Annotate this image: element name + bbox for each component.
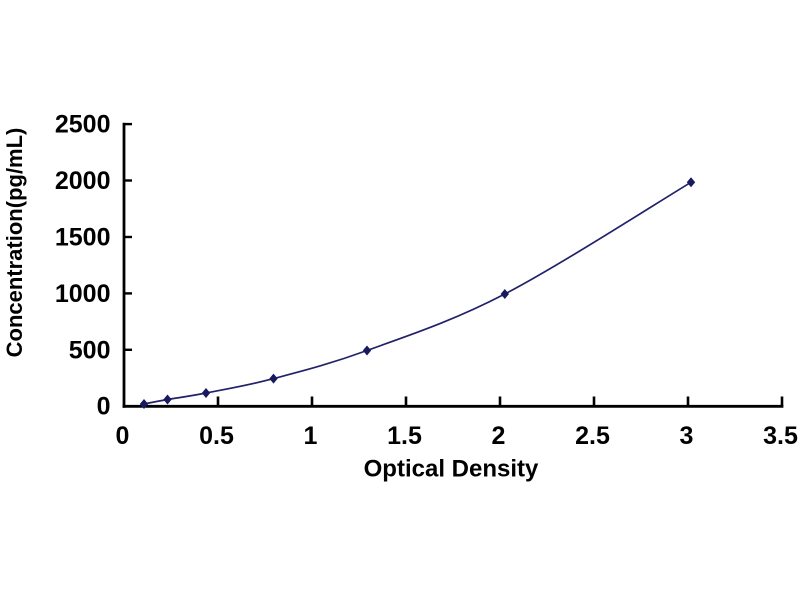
svg-text:2000: 2000 <box>55 167 111 195</box>
svg-text:2.5: 2.5 <box>575 422 610 450</box>
svg-text:0: 0 <box>97 393 111 421</box>
svg-text:1: 1 <box>304 422 318 450</box>
svg-text:500: 500 <box>69 336 111 364</box>
svg-text:Optical Density: Optical Density <box>364 456 539 483</box>
svg-text:2500: 2500 <box>55 111 111 139</box>
svg-text:0: 0 <box>116 422 130 450</box>
svg-text:Concentration(pg/mL): Concentration(pg/mL) <box>2 128 27 358</box>
svg-text:1500: 1500 <box>55 223 111 251</box>
svg-text:0.5: 0.5 <box>199 422 234 450</box>
svg-text:1000: 1000 <box>55 280 111 308</box>
svg-text:3: 3 <box>680 422 694 450</box>
svg-text:1.5: 1.5 <box>387 422 422 450</box>
svg-text:3.5: 3.5 <box>763 422 798 450</box>
svg-text:2: 2 <box>492 422 506 450</box>
